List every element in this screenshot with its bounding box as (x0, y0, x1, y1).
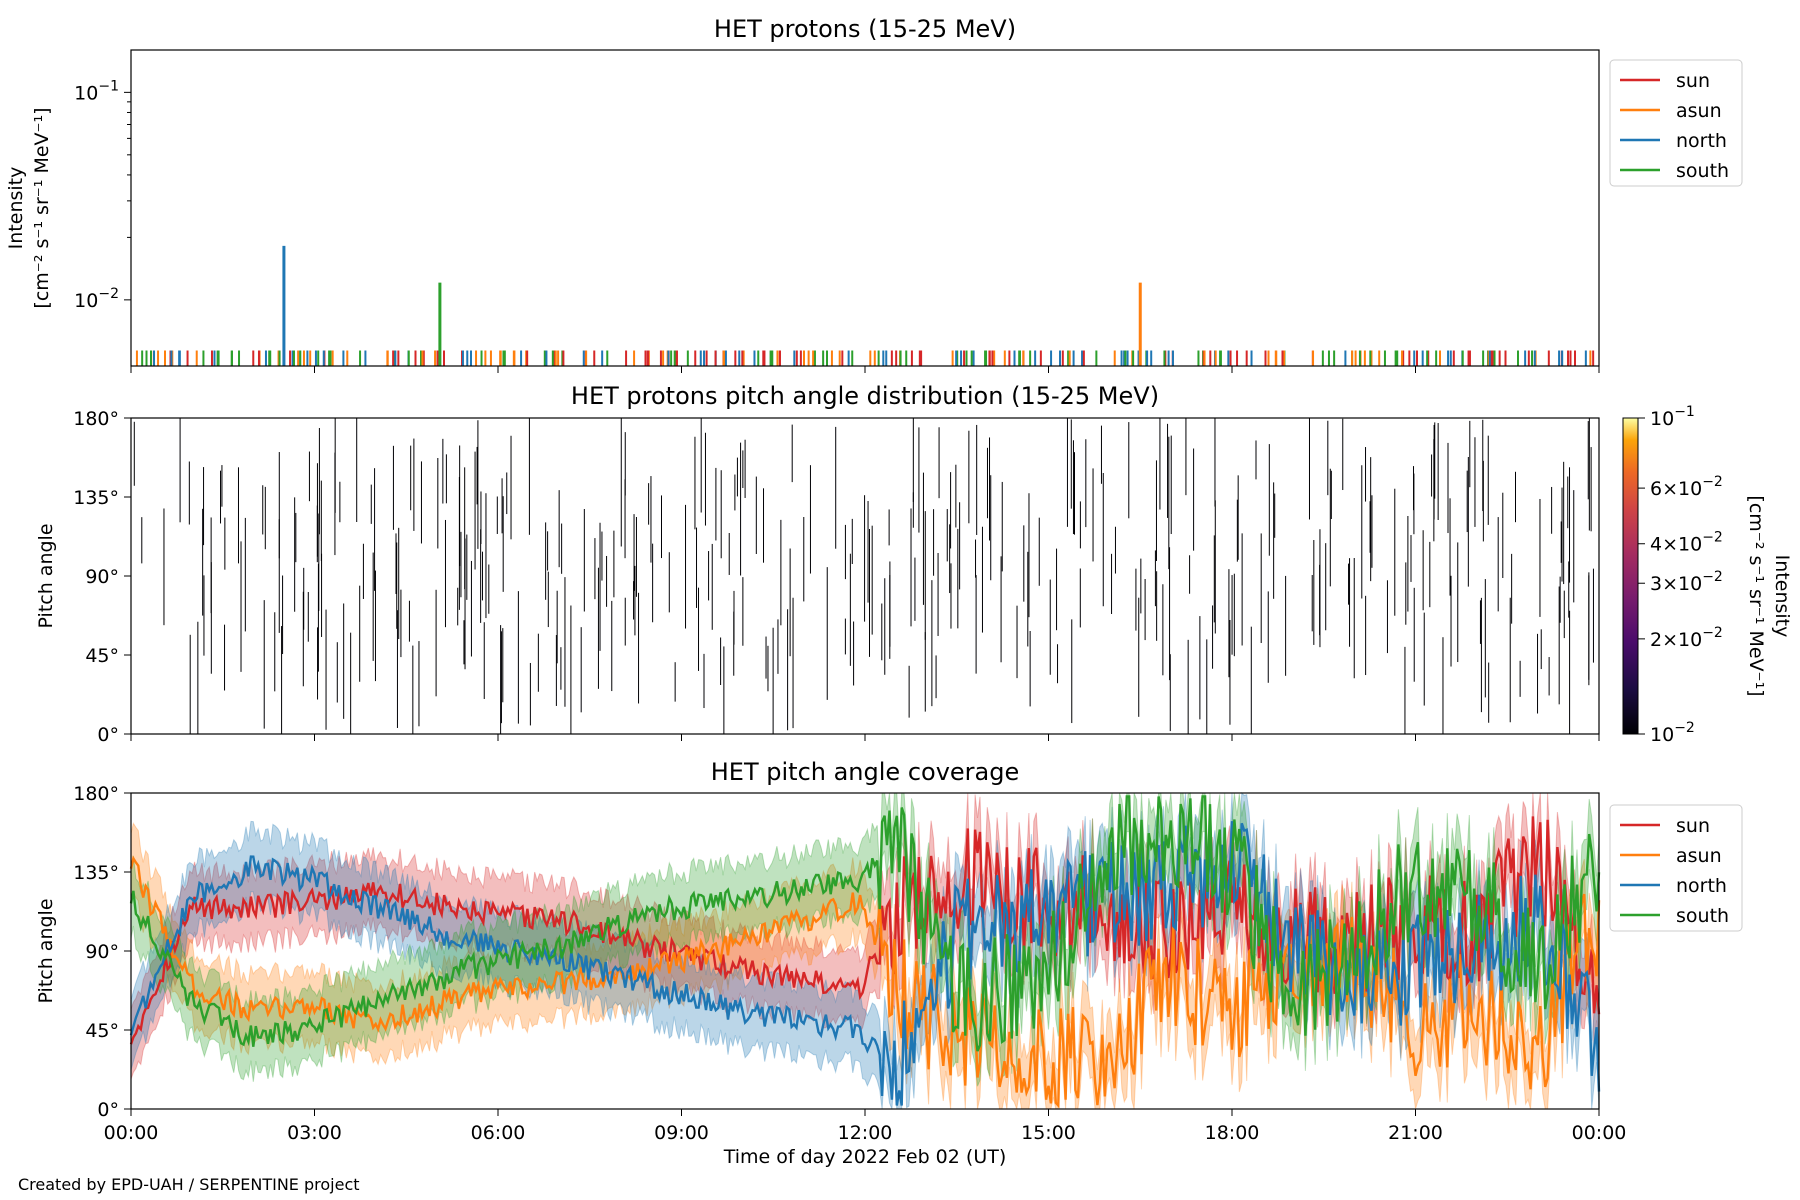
coverage-series-group (129, 795, 1601, 1109)
intensity-legend: sun asun north south (1609, 59, 1743, 187)
tick-exponent: −2 (1702, 474, 1723, 490)
tick-base: 10 (74, 290, 98, 312)
pad-panel-title: HET protons pitch angle distribution (15… (571, 382, 1159, 410)
y-tick-label: 90° (85, 941, 119, 963)
intensity-panel-title: HET protons (15-25 MeV) (714, 15, 1016, 43)
legend-label-sun: sun (1676, 815, 1710, 837)
north-line (129, 821, 1601, 1106)
coverage-panel: HET pitch angle coverage 0° 45° 90° 135° 180… (35, 758, 1743, 1168)
tick-mantissa: 4×10 (1650, 534, 1702, 556)
y-tick-label: 0° (97, 724, 119, 746)
legend-label-asun: asun (1676, 100, 1722, 122)
y-tick-label: 45° (85, 1020, 119, 1042)
tick-exponent: −2 (1674, 720, 1695, 736)
x-tick-label: 12:00 (838, 1122, 893, 1144)
pad-y-label: Pitch angle (35, 523, 57, 628)
legend-label-asun: asun (1676, 845, 1722, 867)
tick-exponent: −2 (98, 286, 119, 302)
coverage-x-ticks: 00:00 03:00 06:00 09:00 12:00 15:00 18:00 21:00… (104, 1109, 1627, 1144)
coverage-y-ticks: 0° 45° 90° 135° 180° (73, 783, 131, 1121)
intensity-y-unit: [cm⁻² s⁻¹ sr⁻¹ MeV⁻¹] (31, 107, 53, 308)
tick-exponent: −2 (1702, 625, 1723, 641)
tick-exponent: −1 (98, 78, 119, 94)
x-tick-label: 00:00 (104, 1122, 159, 1144)
colorbar-ticks: 10−16×10−24×10−23×10−22×10−210−2 (1638, 404, 1723, 746)
tick-exponent: −2 (1702, 530, 1723, 546)
colorbar (1622, 417, 1639, 735)
x-tick-label: 21:00 (1388, 1122, 1443, 1144)
legend-label-south: south (1676, 905, 1729, 927)
intensity-y-label: Intensity (5, 167, 27, 250)
colorbar-tick-label: 4×10−2 (1650, 530, 1723, 556)
coverage-panel-title: HET pitch angle coverage (711, 758, 1019, 786)
x-tick-label: 15:00 (1021, 1122, 1076, 1144)
tick-mantissa: 10 (1650, 724, 1674, 746)
x-tick-label: 09:00 (654, 1122, 709, 1144)
intensity-series-group (135, 245, 1595, 366)
x-tick-label: 18:00 (1205, 1122, 1260, 1144)
legend-label-south: south (1676, 160, 1729, 182)
y-tick-label: 180° (73, 408, 119, 430)
colorbar-tick-label: 2×10−2 (1650, 625, 1723, 651)
y-tick-label: 180° (73, 783, 119, 805)
coverage-legend: sun asun north south (1609, 804, 1743, 932)
legend-label-north: north (1676, 875, 1727, 897)
colorbar-label: Intensity (1771, 555, 1793, 638)
tick-base: 10 (74, 82, 98, 104)
colorbar-tick-label: 10−1 (1650, 404, 1695, 430)
legend-box (1609, 804, 1743, 932)
x-tick-label: 03:00 (287, 1122, 342, 1144)
y-tick-label: 90° (85, 566, 119, 588)
coverage-y-label: Pitch angle (35, 898, 57, 1003)
tick-exponent: −2 (1702, 569, 1723, 585)
pad-panel: HET protons pitch angle distribution (15… (35, 382, 1793, 746)
tick-mantissa: 6×10 (1650, 478, 1702, 500)
tick-mantissa: 2×10 (1650, 629, 1702, 651)
legend-label-sun: sun (1676, 70, 1710, 92)
legend-label-north: north (1676, 130, 1727, 152)
pad-x-ticks (130, 734, 1600, 741)
tick-mantissa: 3×10 (1650, 573, 1702, 595)
y-tick-label: 135° (73, 862, 119, 884)
intensity-y-ticks: 10−110−2 (74, 78, 131, 312)
intensity-panel: HET protons (15-25 MeV) 10−110−2 Intensi… (5, 15, 1743, 373)
x-tick-label: 00:00 (1572, 1122, 1627, 1144)
colorbar-tick-label: 3×10−2 (1650, 569, 1723, 595)
pad-y-ticks: 0° 45° 90° 135° 180° (73, 408, 131, 746)
y-tick-label: 10−1 (74, 78, 119, 104)
colorbar-tick-label: 10−2 (1650, 720, 1695, 746)
y-tick-label: 135° (73, 487, 119, 509)
pad-marks-group (133, 418, 1594, 734)
x-axis-label: Time of day 2022 Feb 02 (UT) (723, 1146, 1007, 1168)
tick-mantissa: 10 (1650, 408, 1674, 430)
south-line (129, 795, 1601, 1052)
intensity-plot-frame (130, 49, 1600, 367)
y-tick-label: 45° (85, 645, 119, 667)
legend-box (1609, 59, 1743, 187)
colorbar-tick-label: 6×10−2 (1650, 474, 1723, 500)
y-tick-label: 10−2 (74, 286, 119, 312)
intensity-x-ticks (130, 366, 1600, 373)
tick-exponent: −1 (1674, 404, 1695, 420)
x-tick-label: 06:00 (471, 1122, 526, 1144)
y-tick-label: 0° (97, 1099, 119, 1121)
colorbar-unit: [cm⁻² s⁻¹ sr⁻¹ MeV⁻¹] (1745, 495, 1767, 696)
credit-text: Created by EPD-UAH / SERPENTINE project (18, 1175, 360, 1194)
